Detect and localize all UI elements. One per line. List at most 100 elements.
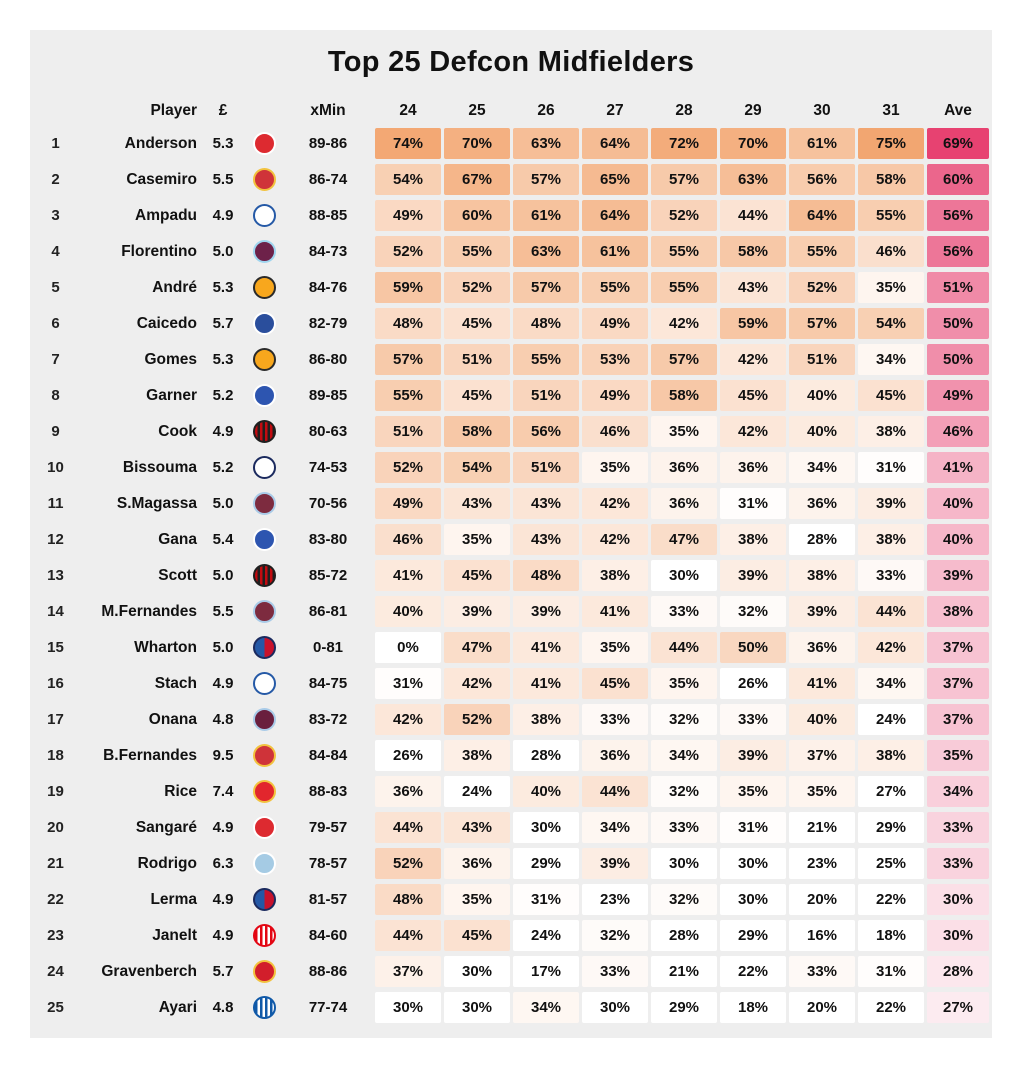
- gw-29-value: 58%: [720, 236, 786, 267]
- nottingham-forest-badge-icon: [252, 816, 276, 839]
- table-row: 19 Rice 7.4 88-83 36% 24% 40% 44% 32% 35% 35% 27% 34…: [30, 775, 992, 808]
- ave-value: 41%: [927, 452, 989, 483]
- gw-29-value: 30%: [720, 848, 786, 879]
- table-row: 11 S.Magassa 5.0 70-56 49% 43% 43% 42% 36% 31% 36%…: [30, 487, 992, 520]
- rank-cell: 5: [51, 279, 60, 296]
- gw-31-value: 34%: [858, 668, 924, 699]
- gw-27-value: 41%: [582, 596, 648, 627]
- club-badge-cell: [247, 344, 281, 375]
- gw-25-value: 30%: [444, 956, 510, 987]
- gw-27-value: 65%: [582, 164, 648, 195]
- rank-cell: 12: [47, 531, 64, 548]
- gw-24-value: 57%: [375, 344, 441, 375]
- gw-26-value: 34%: [513, 992, 579, 1023]
- page-title: Top 25 Defcon Midfielders: [327, 46, 695, 78]
- gw-30-value: 56%: [789, 164, 855, 195]
- rank-cell: 9: [51, 423, 60, 440]
- player-name: Caicedo: [136, 315, 197, 332]
- gw-28-value: 42%: [651, 308, 717, 339]
- gw-30-value: 41%: [789, 668, 855, 699]
- player-price: 5.0: [212, 495, 234, 512]
- gw-29-value: 63%: [720, 164, 786, 195]
- gw-24-value: 49%: [375, 488, 441, 519]
- gw-25-value: 35%: [444, 524, 510, 555]
- rank-cell: 7: [51, 351, 60, 368]
- gw-27-value: 61%: [582, 236, 648, 267]
- player-xmin: 82-79: [308, 315, 348, 332]
- nottingham-forest-badge-icon: [252, 132, 276, 155]
- player-name: Casemiro: [126, 171, 197, 188]
- gw-27-value: 49%: [582, 308, 648, 339]
- player-xmin: 84-75: [308, 675, 348, 692]
- table-row: 17 Onana 4.8 83-72 42% 52% 38% 33% 32% 33% 40% 24% 3…: [30, 703, 992, 736]
- gw-26-value: 39%: [513, 596, 579, 627]
- rank-cell: 22: [47, 891, 64, 908]
- gw-25-value: 55%: [444, 236, 510, 267]
- rank-cell: 17: [47, 711, 64, 728]
- table-row: 6 Caicedo 5.7 82-79 48% 45% 48% 49% 42% 59% 57% 54%…: [30, 307, 992, 340]
- player-xmin: 80-63: [308, 423, 348, 440]
- gw-28-value: 44%: [651, 632, 717, 663]
- ave-value: 37%: [927, 668, 989, 699]
- player-name: Rodrigo: [137, 855, 197, 872]
- gw-31-value: 33%: [858, 560, 924, 591]
- player-price: 6.3: [212, 855, 234, 872]
- player-xmin: 83-80: [308, 531, 348, 548]
- gw-26-value: 57%: [513, 272, 579, 303]
- west-ham-badge-icon: [252, 600, 276, 623]
- player-price: 5.7: [212, 963, 234, 980]
- gw-31-value: 25%: [858, 848, 924, 879]
- gw-25-value: 70%: [444, 128, 510, 159]
- rank-cell: 19: [47, 783, 64, 800]
- gw-28-value: 34%: [651, 740, 717, 771]
- player-name: Janelt: [152, 927, 197, 944]
- tottenham-badge-icon: [252, 456, 276, 479]
- gw-28-value: 55%: [651, 272, 717, 303]
- gw-31-value: 38%: [858, 524, 924, 555]
- gw-27-value: 30%: [582, 992, 648, 1023]
- gw-26-value: 43%: [513, 488, 579, 519]
- gw-30-value: 40%: [789, 704, 855, 735]
- bournemouth-badge-icon: [252, 420, 276, 443]
- gw-31-value: 75%: [858, 128, 924, 159]
- player-price: 4.9: [212, 423, 234, 440]
- header-gw-29: 29: [744, 102, 762, 119]
- gw-28-value: 55%: [651, 236, 717, 267]
- rank-cell: 8: [51, 387, 60, 404]
- gw-25-value: 58%: [444, 416, 510, 447]
- gw-29-value: 38%: [720, 524, 786, 555]
- player-price: 5.2: [212, 459, 234, 476]
- gw-25-value: 43%: [444, 488, 510, 519]
- gw-29-value: 31%: [720, 488, 786, 519]
- gw-29-value: 35%: [720, 776, 786, 807]
- player-name: Ampadu: [135, 207, 197, 224]
- everton-badge-icon: [252, 528, 276, 551]
- gw-28-value: 32%: [651, 776, 717, 807]
- gw-26-value: 17%: [513, 956, 579, 987]
- table-row: 22 Lerma 4.9 81-57 48% 35% 31% 23% 32% 30% 20% 22% 3…: [30, 883, 992, 916]
- man-city-badge-icon: [252, 852, 276, 875]
- gw-27-value: 35%: [582, 452, 648, 483]
- player-xmin: 84-60: [308, 927, 348, 944]
- player-price: 4.9: [212, 819, 234, 836]
- gw-30-value: 36%: [789, 488, 855, 519]
- player-price: 4.8: [212, 711, 234, 728]
- club-badge-cell: [247, 740, 281, 771]
- table-row: 1 Anderson 5.3 89-86 74% 70% 63% 64% 72% 70% 61% 75…: [30, 127, 992, 160]
- player-name: Anderson: [124, 135, 197, 152]
- gw-26-value: 28%: [513, 740, 579, 771]
- ave-value: 30%: [927, 884, 989, 915]
- gw-30-value: 33%: [789, 956, 855, 987]
- gw-24-value: 55%: [375, 380, 441, 411]
- gw-27-value: 32%: [582, 920, 648, 951]
- club-badge-cell: [247, 416, 281, 447]
- club-badge-cell: [247, 128, 281, 159]
- gw-27-value: 42%: [582, 524, 648, 555]
- club-badge-cell: [247, 668, 281, 699]
- gw-28-value: 30%: [651, 560, 717, 591]
- gw-31-value: 44%: [858, 596, 924, 627]
- rank-cell: 15: [47, 639, 64, 656]
- ave-value: 30%: [927, 920, 989, 951]
- gw-25-value: 24%: [444, 776, 510, 807]
- gw-27-value: 42%: [582, 488, 648, 519]
